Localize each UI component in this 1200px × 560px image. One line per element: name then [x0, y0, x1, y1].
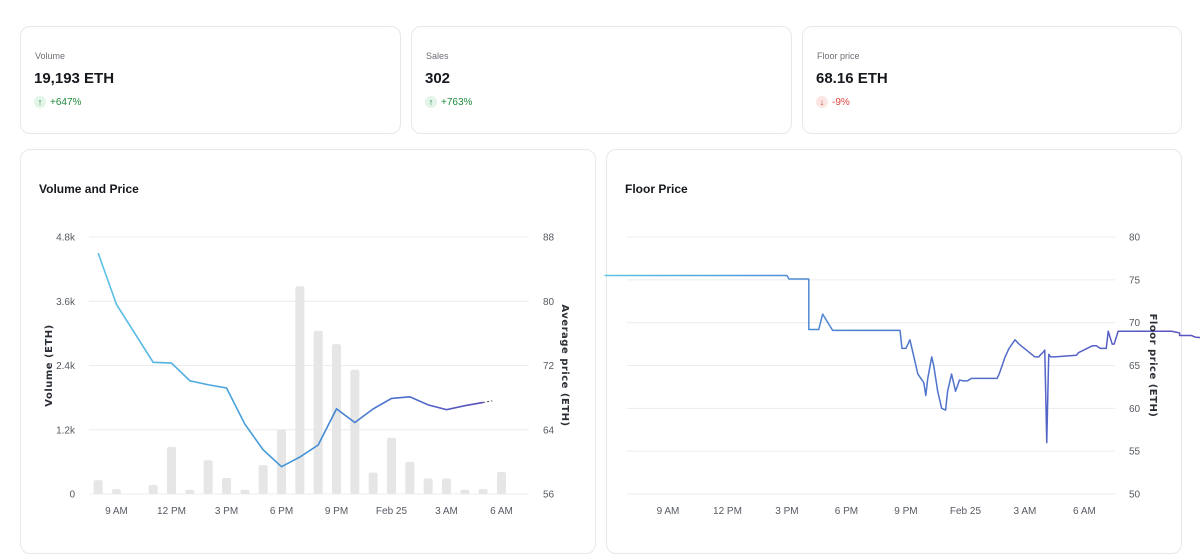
x-tick-label: 3 AM	[1014, 506, 1037, 517]
volume-bar	[295, 286, 305, 494]
x-tick-label: 9 PM	[894, 506, 917, 517]
arrow-up-icon: ↑	[34, 96, 46, 108]
y2-axis-title: Average price (ETH)	[559, 304, 570, 426]
x-tick-label: 12 PM	[713, 506, 742, 517]
volume-bar	[93, 480, 103, 494]
volume-change-text: +647%	[50, 96, 82, 108]
y-axis-title: Volume (ETH)	[44, 324, 55, 406]
floor-price-line	[604, 274, 1200, 444]
y2-tick-label: 65	[1129, 361, 1141, 372]
volume-bar	[332, 344, 341, 494]
volume-stat-label: Volume	[35, 51, 66, 61]
floor-price-title: Floor Price	[625, 182, 688, 196]
sales-stat-change: ↑ +763%	[425, 96, 472, 108]
volume-bar	[167, 446, 176, 494]
volume-bar	[478, 489, 488, 494]
volume-stat-value: 19,193 ETH	[34, 70, 115, 87]
y2-tick-label: 60	[1129, 404, 1141, 415]
floor-price-stat-label: Floor price	[817, 51, 860, 61]
volume-bar	[258, 465, 268, 494]
y-tick-label: 3.6k	[56, 297, 76, 308]
x-tick-label: 3 PM	[775, 506, 798, 517]
sales-stat-label: Sales	[426, 51, 449, 61]
volume-price-panel: Volume and Price 0 1.2k 2.4k 3.6k 4.8k 56 64 72…	[20, 149, 596, 554]
volume-bar	[240, 489, 250, 494]
arrow-down-icon: ↓	[816, 96, 828, 108]
x-tick-label: 6 AM	[1073, 506, 1096, 517]
volume-bar	[442, 478, 451, 494]
volume-bar	[405, 461, 415, 494]
sales-change-text: +763%	[441, 96, 473, 108]
volume-bar	[277, 429, 286, 494]
x-tick-label: 3 PM	[215, 506, 238, 517]
volume-bar	[368, 472, 378, 494]
volume-stat-change: ↑ +647%	[34, 96, 81, 108]
y2-tick-label: 56	[543, 490, 555, 501]
x-tick-label: 9 AM	[105, 506, 128, 517]
volume-price-chart: 0 1.2k 2.4k 3.6k 4.8k 56 64 72 80 88 9 AM 12 PM 3 PM…	[44, 233, 570, 518]
price-projection-line	[483, 400, 493, 403]
volume-bar	[222, 477, 231, 494]
y2-tick-label: 55	[1129, 447, 1141, 458]
y-tick-label: 4.8k	[56, 233, 76, 244]
volume-bar	[313, 330, 323, 494]
floor-price-stat-card: Floor price 68.16 ETH ↓ -9%	[802, 26, 1182, 134]
floor-price-stat-value: 68.16 ETH	[816, 70, 888, 87]
volume-bar	[350, 369, 360, 494]
x-tick-label: 3 AM	[435, 506, 458, 517]
volume-bar	[387, 437, 396, 494]
volume-bar	[185, 489, 195, 494]
y2-tick-label: 50	[1129, 490, 1141, 501]
sales-stat-value: 302	[425, 70, 451, 87]
x-tick-label: 9 AM	[657, 506, 680, 517]
x-tick-label: 6 AM	[490, 506, 513, 517]
floor-price-stat-change: ↓ -9%	[816, 96, 850, 108]
floor-price-change-text: -9%	[832, 96, 850, 108]
y2-axis-title: Floor price (ETH)	[1147, 314, 1158, 418]
arrow-up-icon: ↑	[425, 96, 437, 108]
y2-tick-label: 70	[1129, 318, 1141, 329]
y2-tick-label: 80	[543, 297, 555, 308]
volume-bar	[148, 484, 158, 494]
y2-tick-label: 64	[543, 425, 555, 436]
volume-bar	[112, 489, 121, 494]
volume-bar	[497, 472, 506, 494]
x-tick-label: Feb 25	[950, 506, 982, 517]
volume-bar	[423, 478, 433, 494]
y-tick-label: 1.2k	[56, 425, 76, 436]
y-tick-label: 0	[69, 490, 75, 501]
x-tick-label: 12 PM	[157, 506, 186, 517]
average-price-line	[97, 252, 484, 468]
y2-tick-label: 75	[1129, 275, 1141, 286]
volume-bar	[460, 489, 470, 494]
y2-tick-label: 72	[543, 361, 555, 372]
floor-price-chart: 50 55 60 65 70 75 80 9 AM 12 PM 3 PM 6 PM 9 PM Feb 2…	[604, 233, 1200, 517]
sales-stat-card: Sales 302 ↑ +763%	[411, 26, 792, 134]
floor-price-panel: Floor Price 50 55 60 65 70 75 80 9 AM 12 PM 3 PM 6…	[604, 149, 1200, 554]
x-tick-label: 6 PM	[270, 506, 293, 517]
y-tick-label: 2.4k	[56, 361, 76, 372]
y2-tick-label: 88	[543, 233, 555, 244]
y2-tick-label: 80	[1129, 233, 1141, 244]
x-tick-label: Feb 25	[376, 506, 408, 517]
volume-bar	[203, 460, 213, 494]
x-tick-label: 9 PM	[325, 506, 348, 517]
volume-price-title: Volume and Price	[39, 182, 139, 196]
x-tick-label: 6 PM	[835, 506, 858, 517]
volume-stat-card: Volume 19,193 ETH ↑ +647%	[20, 26, 401, 134]
